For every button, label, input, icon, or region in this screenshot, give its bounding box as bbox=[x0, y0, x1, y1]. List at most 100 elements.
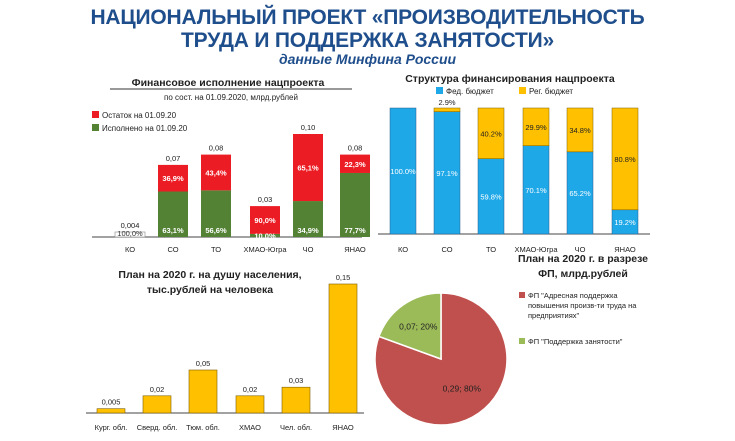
chart3-value-label: 0,02 bbox=[243, 385, 258, 394]
chart2-category-label: ХМАО-Югра bbox=[514, 245, 558, 254]
chart3-category-label: ХМАО bbox=[239, 423, 261, 432]
chart3-value-label: 0,15 bbox=[336, 273, 351, 282]
chart2-bar-reg bbox=[433, 107, 461, 112]
chart4-legend-label: ФП "Адресная поддержка bbox=[528, 291, 618, 300]
chart4-legend-label: ФП "Поддержка занятости" bbox=[528, 337, 623, 346]
chart3-value-label: 0,02 bbox=[150, 385, 165, 394]
chart3-value-label: 0,005 bbox=[102, 398, 121, 407]
chart1-label-remaining: 43,4% bbox=[205, 168, 227, 177]
chart2-bar-fed bbox=[522, 145, 550, 235]
chart1-bar-done bbox=[114, 231, 146, 238]
chart1-category-label: ЧО bbox=[303, 245, 314, 254]
chart2-bar-fed bbox=[477, 158, 505, 235]
chart2-category-label: ЯНАО bbox=[614, 245, 636, 254]
chart4-title: План на 2020 г. в разрезе bbox=[518, 253, 648, 265]
chart1-legend-swatch bbox=[92, 111, 99, 118]
chart1-label-done: 34,9% bbox=[297, 226, 319, 235]
chart2-bar-reg bbox=[566, 107, 594, 153]
chart2-bar-fed bbox=[389, 107, 417, 235]
chart1-category-label: ЯНАО bbox=[344, 245, 366, 254]
chart1-bar-remaining bbox=[340, 154, 370, 173]
chart4-pie-slice bbox=[378, 292, 442, 361]
chart1-bar-done bbox=[201, 190, 231, 237]
chart2-label-reg: 40.2% bbox=[480, 129, 502, 138]
chart2-label-reg: 34.8% bbox=[569, 126, 591, 135]
chart1-total-label: 0,03 bbox=[258, 195, 273, 204]
chart1-total-label: 0,07 bbox=[166, 154, 181, 163]
chart1-label-done: 100,0% bbox=[117, 229, 143, 238]
chart2-legend-label: Рег. бюджет bbox=[529, 87, 573, 96]
chart1-total-label: 0,08 bbox=[209, 144, 224, 153]
chart1-label-remaining: 22,3% bbox=[344, 160, 366, 169]
chart3-category-label: Сверд. обл. bbox=[137, 423, 178, 432]
chart1-legend-label: Исполнено на 01.09.20 bbox=[102, 124, 188, 133]
chart3-bar bbox=[281, 386, 311, 414]
chart4-slice-label: 0,29; 80% bbox=[443, 384, 482, 394]
chart2-category-label: КО bbox=[398, 245, 408, 254]
chart1-label-done: 77,7% bbox=[344, 226, 366, 235]
chart3-bar bbox=[235, 395, 265, 414]
chart1-bar-done bbox=[250, 233, 280, 237]
chart1-legend-swatch bbox=[92, 124, 99, 131]
chart2-category-label: ТО bbox=[486, 245, 496, 254]
chart2-bar-reg bbox=[477, 107, 505, 159]
chart3-title: тыс.рублей на человека bbox=[147, 284, 273, 296]
chart3-category-label: ЯНАО bbox=[332, 423, 354, 432]
page-title-line1: НАЦИОНАЛЬНЫЙ ПРОЕКТ «ПРОИЗВОДИТЕЛЬНОСТЬ bbox=[90, 6, 645, 29]
chart1-bar-remaining bbox=[158, 164, 188, 192]
chart1-legend-label: Остаток на 01.09.20 bbox=[102, 111, 177, 120]
chart1-label-remaining: 36,9% bbox=[162, 174, 184, 183]
chart1-bar-remaining bbox=[201, 154, 231, 191]
chart3-bar bbox=[96, 408, 126, 414]
chart2-bar-reg bbox=[611, 107, 639, 211]
chart1-label-done: 56,6% bbox=[205, 226, 227, 235]
chart1-total-label: 0,08 bbox=[348, 144, 363, 153]
chart2-label-fed: 59.8% bbox=[480, 192, 502, 201]
chart3-bar bbox=[188, 369, 218, 414]
chart1-label-remaining: 65,1% bbox=[297, 164, 319, 173]
chart1-label-remaining: 90,0% bbox=[254, 216, 276, 225]
chart2-label-fed: 100.0% bbox=[390, 167, 416, 176]
chart1-bar-done bbox=[293, 201, 323, 237]
chart1-category-label: ХМАО-Югра bbox=[243, 245, 287, 254]
chart1-category-label: ТО bbox=[211, 245, 221, 254]
chart2-legend-swatch bbox=[436, 87, 443, 94]
page-title-line2: ТРУДА И ПОДДЕРЖКА ЗАНЯТОСТИ» bbox=[181, 29, 554, 52]
chart2-title: Структура финансирования нацпроекта bbox=[405, 73, 615, 85]
chart1-title: Финансовое исполнение нацпроекта bbox=[132, 77, 325, 89]
chart1-bar-remaining bbox=[293, 134, 323, 202]
chart2-bar-fed bbox=[611, 209, 639, 235]
chart2-label-fed: 70.1% bbox=[525, 186, 547, 195]
chart3-bar bbox=[142, 395, 172, 414]
chart3-category-label: Чел. обл. bbox=[280, 423, 312, 432]
chart2-label-fed: 97.1% bbox=[436, 169, 458, 178]
chart4-legend-swatch bbox=[519, 338, 525, 344]
chart3-title: План на 2020 г. на душу населения, bbox=[118, 269, 301, 281]
chart2-bar-fed bbox=[566, 151, 594, 235]
chart1-bar-remaining bbox=[250, 206, 280, 234]
chart2-bar-reg bbox=[522, 107, 550, 146]
chart1-bar-done bbox=[340, 172, 370, 237]
chart2-label-fed: 19.2% bbox=[614, 218, 636, 227]
chart1-label-done: 10,0% bbox=[254, 231, 276, 240]
chart3-value-label: 0,03 bbox=[289, 376, 304, 385]
chart3-value-label: 0,05 bbox=[196, 359, 211, 368]
chart1-category-label: КО bbox=[125, 245, 135, 254]
chart4-legend-swatch bbox=[519, 292, 525, 298]
chart2-category-label: ЧО bbox=[575, 245, 586, 254]
chart2-bar-fed bbox=[433, 111, 461, 235]
chart1-total-label: 0,10 bbox=[301, 123, 316, 132]
chart4-slice-label: 0,07; 20% bbox=[399, 322, 438, 332]
chart1-bar-done bbox=[158, 191, 188, 237]
chart1-subtitle: по сост. на 01.09.2020, млрд.рублей bbox=[164, 93, 298, 102]
chart1-label-done: 63,1% bbox=[162, 226, 184, 235]
chart3-bar bbox=[328, 283, 358, 414]
chart4-legend-label: предприятиях" bbox=[528, 311, 580, 320]
chart2-label-reg: 80.8% bbox=[614, 155, 636, 164]
chart3-category-label: Тюм. обл. bbox=[186, 423, 220, 432]
chart1-total-label: 0,004 bbox=[121, 221, 140, 230]
chart1-category-label: СО bbox=[167, 245, 178, 254]
chart2-legend-label: Фед. бюджет bbox=[446, 87, 494, 96]
page-subtitle: данные Минфина России bbox=[278, 51, 457, 67]
